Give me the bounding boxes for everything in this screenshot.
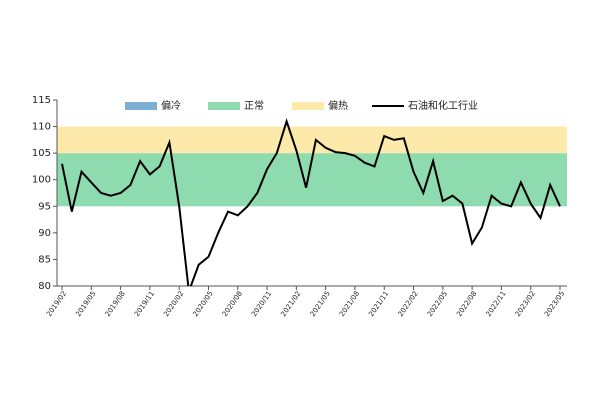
x-tick-label: 2020/11 — [250, 290, 273, 318]
x-tick-label: 2023/05 — [543, 290, 566, 318]
x-tick-label: 2023/02 — [514, 290, 537, 318]
y-tick-label: 90 — [38, 228, 51, 239]
x-tick-label: 2019/05 — [74, 290, 97, 318]
legend-label: 石油和化工行业 — [408, 99, 478, 112]
x-tick-label: 2020/02 — [162, 290, 185, 318]
x-tick-label: 2022/08 — [455, 290, 478, 318]
x-tick-label: 2019/08 — [104, 290, 127, 318]
x-tick-label: 2022/11 — [484, 290, 507, 318]
legend-label: 正常 — [244, 99, 264, 112]
legend-label: 偏热 — [328, 99, 348, 112]
legend-swatch — [292, 102, 324, 110]
x-tick-label: 2021/05 — [309, 290, 332, 318]
x-tick-label: 2021/02 — [279, 290, 302, 318]
x-tick-label: 2019/11 — [133, 290, 156, 318]
x-tick-label: 2022/02 — [397, 290, 420, 318]
y-tick-label: 100 — [32, 175, 51, 186]
y-tick-label: 80 — [38, 281, 51, 292]
x-tick-label: 2021/11 — [367, 290, 390, 318]
y-tick-label: 105 — [32, 148, 51, 159]
x-tick-label: 2020/05 — [192, 290, 215, 318]
line — [61, 118, 561, 286]
legend-label: 偏冷 — [161, 99, 181, 112]
y-tick-label: 115 — [32, 95, 51, 106]
band — [57, 126, 567, 154]
y-tick-label: 95 — [38, 201, 51, 212]
x-tick-label: 2021/08 — [338, 290, 361, 318]
x-tick-label: 2020/08 — [221, 290, 244, 318]
x-tick-label: 2022/05 — [426, 290, 449, 318]
legend-swatch — [208, 102, 240, 110]
y-tick-label: 110 — [32, 122, 51, 133]
x-tick-label: 2019/02 — [45, 290, 68, 318]
y-tick-label: 85 — [38, 254, 51, 265]
legend-swatch — [125, 102, 157, 110]
